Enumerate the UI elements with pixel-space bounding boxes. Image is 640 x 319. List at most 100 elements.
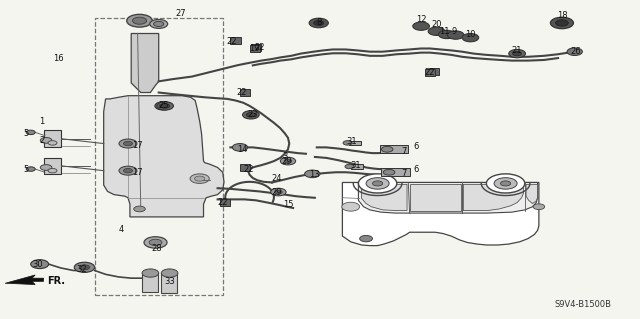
Text: 22: 22 [237,88,247,97]
Bar [44,158,61,174]
Circle shape [556,20,568,26]
Text: 26: 26 [571,47,581,56]
Text: 6: 6 [413,142,419,151]
Text: 14: 14 [237,145,247,154]
Text: 7: 7 [402,169,407,178]
Text: 11: 11 [440,27,450,36]
Circle shape [243,111,259,119]
Polygon shape [526,184,538,204]
Circle shape [74,262,95,272]
Bar [240,164,250,171]
Circle shape [372,181,383,186]
Circle shape [550,17,573,29]
Circle shape [343,141,352,145]
Circle shape [119,166,137,175]
Circle shape [134,206,145,212]
Circle shape [232,144,248,151]
Text: 4: 4 [119,225,124,234]
Text: 19: 19 [250,44,260,53]
Circle shape [381,146,393,152]
Circle shape [40,165,52,170]
Polygon shape [104,96,224,217]
Circle shape [132,17,147,24]
Bar [381,168,410,176]
Text: 15: 15 [283,200,293,209]
Circle shape [144,237,167,248]
Text: 25: 25 [158,101,168,110]
Circle shape [124,168,132,173]
Circle shape [154,21,164,26]
Circle shape [190,174,209,183]
Text: 2: 2 [39,136,44,145]
Circle shape [124,141,132,146]
Circle shape [428,27,445,35]
Text: 33: 33 [164,277,175,286]
Bar [240,89,250,96]
Circle shape [142,269,159,277]
Polygon shape [358,182,538,213]
Circle shape [48,168,57,173]
Circle shape [567,48,582,56]
Circle shape [284,159,292,163]
Bar [349,141,361,145]
Text: 5: 5 [23,130,28,138]
Text: S9V4-B1500B: S9V4-B1500B [554,300,611,309]
Text: 32: 32 [77,265,87,274]
Text: FR.: FR. [47,276,65,286]
Circle shape [40,137,52,143]
Polygon shape [5,275,44,285]
Circle shape [161,269,178,277]
Circle shape [48,141,57,145]
Bar [425,69,435,76]
Text: 3: 3 [282,152,287,161]
Text: 9: 9 [452,27,457,36]
Text: 24: 24 [271,174,282,183]
Text: 17: 17 [132,168,143,177]
Circle shape [494,178,517,189]
Bar [251,44,261,51]
Circle shape [309,18,328,28]
Polygon shape [463,184,524,211]
Bar [220,199,230,206]
Text: 22: 22 [425,68,435,77]
Circle shape [513,51,522,56]
Circle shape [119,139,137,148]
Bar [142,273,158,292]
Text: 21: 21 [512,46,522,55]
Polygon shape [362,184,407,211]
Circle shape [150,19,168,28]
Circle shape [26,130,35,135]
Text: 17: 17 [132,141,143,150]
Circle shape [500,181,511,186]
Circle shape [383,169,395,175]
Text: 22: 22 [243,165,253,174]
Text: 13: 13 [310,170,320,179]
Text: 12: 12 [416,15,426,24]
Bar [95,18,223,295]
Text: 28: 28 [152,244,162,253]
Circle shape [305,170,320,178]
Circle shape [280,157,296,165]
Circle shape [149,239,162,246]
Text: 1: 1 [39,117,44,126]
Circle shape [271,188,286,196]
Circle shape [195,176,205,181]
Circle shape [358,174,397,193]
Bar [230,37,241,44]
Circle shape [31,260,49,269]
Bar [44,130,61,147]
Circle shape [159,104,168,108]
Text: 23: 23 [248,110,258,119]
Text: 5: 5 [23,165,28,174]
Circle shape [486,174,525,193]
Text: 10: 10 [465,30,476,39]
Text: 22: 22 [218,198,228,207]
Circle shape [360,235,372,242]
Text: 22: 22 [227,37,237,46]
Text: 18: 18 [557,11,567,20]
Text: 16: 16 [54,54,64,63]
Text: 8: 8 [316,18,321,27]
Bar [250,45,260,52]
Text: 27: 27 [175,9,186,18]
Circle shape [155,102,172,110]
